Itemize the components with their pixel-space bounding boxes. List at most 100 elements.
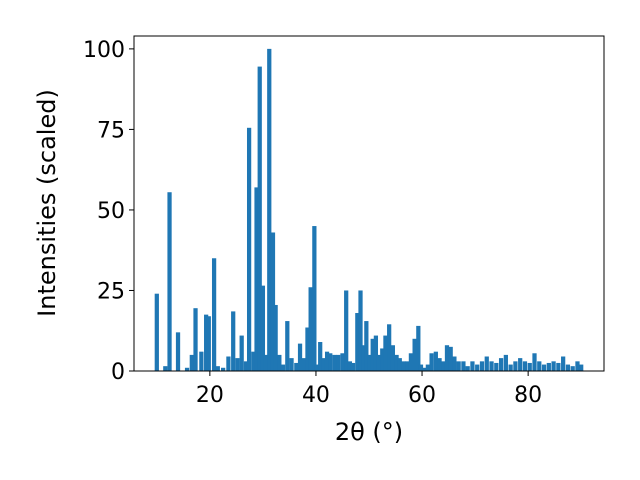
bar-46 (347, 361, 353, 371)
y-tick-label-1: 25 (97, 279, 125, 304)
bar-35 (308, 287, 313, 371)
bar-82 (479, 361, 485, 371)
bar-21 (257, 66, 262, 371)
bar-101 (570, 366, 575, 371)
bar-14 (231, 311, 236, 371)
bar-42 (332, 354, 337, 371)
bar-76 (452, 356, 457, 371)
bar-29 (285, 321, 290, 371)
y-tick-label-2: 50 (97, 199, 125, 224)
bar-51 (364, 321, 369, 371)
bar-49 (358, 290, 363, 371)
bar-10 (211, 258, 217, 371)
bar-19 (251, 351, 256, 371)
bar-66 (416, 325, 421, 371)
bar-90 (518, 358, 523, 371)
bar-88 (508, 364, 513, 371)
bar-63 (405, 361, 410, 371)
x-tick-label-1: 40 (302, 383, 330, 408)
bar-53 (370, 338, 375, 371)
bar-103 (579, 364, 584, 371)
bar-72 (437, 358, 442, 371)
bar-85 (494, 362, 499, 371)
bar-102 (575, 361, 580, 371)
bar-7 (199, 351, 204, 371)
bar-68 (422, 367, 427, 371)
bar-89 (513, 361, 518, 371)
bar-30 (289, 358, 294, 371)
bar-71 (433, 351, 438, 371)
bar-38 (318, 342, 323, 371)
bar-70 (429, 353, 434, 371)
bar-54 (373, 335, 379, 371)
bar-59 (390, 345, 395, 371)
bar-3 (175, 332, 181, 371)
bar-series (154, 48, 584, 371)
bar-31 (294, 362, 299, 371)
bar-6 (193, 308, 198, 371)
bar-62 (401, 361, 406, 371)
bar-5 (189, 354, 194, 371)
bar-11 (215, 366, 220, 371)
bar-75 (448, 346, 453, 371)
bar-84 (489, 361, 494, 371)
bar-9 (206, 316, 211, 371)
bar-28 (280, 364, 286, 371)
bar-24 (267, 48, 272, 371)
bar-52 (367, 354, 372, 371)
bar-26 (273, 304, 278, 371)
y-axis-label: Intensities (scaled) (33, 89, 61, 317)
bar-97 (551, 361, 556, 371)
bar-20 (254, 187, 259, 371)
x-tick-label-0: 20 (196, 383, 224, 408)
bar-0 (154, 293, 159, 371)
bar-57 (383, 335, 388, 371)
bar-93 (532, 353, 537, 371)
bar-12 (221, 367, 226, 371)
x-tick-label-2: 60 (408, 383, 436, 408)
bar-99 (561, 356, 566, 371)
bar-86 (498, 358, 504, 371)
bar-1 (163, 366, 168, 371)
bar-64 (408, 353, 414, 371)
bar-100 (565, 364, 571, 371)
x-axis-label: 2θ (°) (335, 418, 403, 446)
bar-39 (321, 358, 327, 371)
bar-98 (556, 362, 561, 371)
bar-8 (204, 314, 209, 371)
bar-83 (484, 356, 489, 371)
bar-34 (305, 327, 310, 371)
bar-78 (461, 361, 466, 371)
bar-18 (246, 127, 252, 371)
bar-48 (355, 313, 360, 371)
bar-47 (350, 362, 356, 371)
bar-95 (541, 364, 547, 371)
bar-79 (465, 366, 470, 371)
bar-92 (527, 362, 532, 371)
bar-65 (412, 338, 417, 371)
bar-58 (387, 324, 392, 371)
bar-91 (522, 361, 528, 371)
plot-frame (133, 35, 605, 372)
bar-73 (441, 361, 446, 371)
bar-77 (456, 361, 461, 371)
bar-45 (344, 290, 349, 371)
bar-2 (167, 192, 172, 371)
bar-94 (537, 361, 542, 371)
bar-61 (397, 358, 402, 371)
y-axis-ticks: 0 25 50 75 100 (83, 38, 134, 385)
bar-4 (184, 367, 190, 371)
bar-80 (470, 361, 475, 371)
y-tick-label-3: 75 (97, 118, 125, 143)
bar-32 (297, 343, 303, 371)
bar-36 (312, 226, 317, 371)
bar-81 (475, 364, 480, 371)
bar-60 (394, 354, 399, 371)
bar-40 (324, 351, 330, 371)
bar-87 (503, 354, 508, 371)
bar-23 (263, 354, 269, 371)
bar-43 (336, 354, 341, 371)
bar-50 (361, 345, 366, 371)
bar-13 (226, 356, 231, 371)
